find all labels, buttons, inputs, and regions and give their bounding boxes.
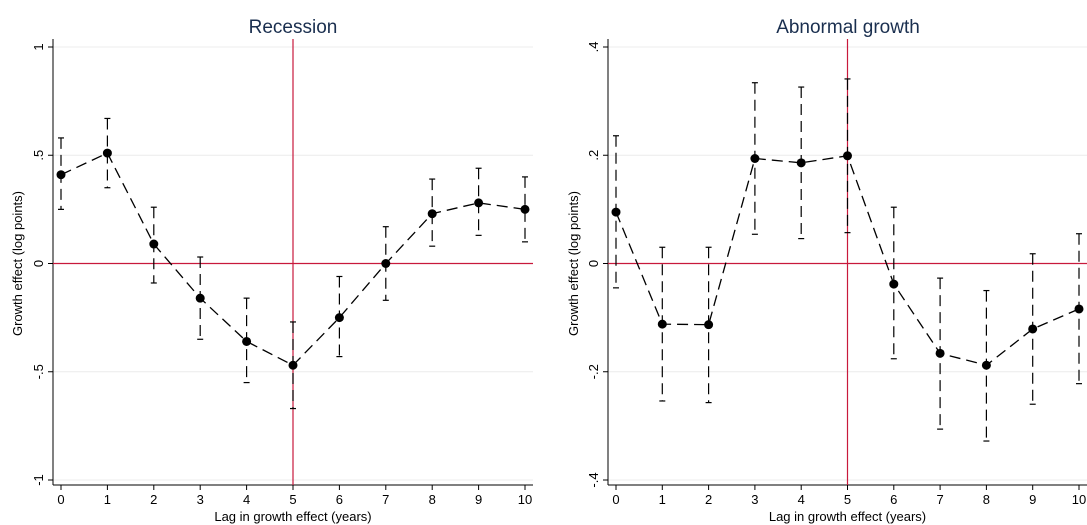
- x-tick-label: 1: [659, 492, 666, 507]
- y-tick-label: .5: [31, 150, 46, 161]
- y-tick-label: .4: [586, 42, 601, 53]
- x-tick-label: 10: [518, 492, 532, 507]
- x-tick-label: 8: [983, 492, 990, 507]
- y-tick-label: 0: [31, 260, 46, 267]
- data-point: [750, 153, 760, 163]
- data-point: [657, 319, 667, 329]
- data-point: [427, 209, 437, 219]
- x-tick-label: 5: [844, 492, 851, 507]
- data-point: [242, 336, 252, 346]
- x-tick-label: 5: [289, 492, 296, 507]
- x-tick-label: 6: [890, 492, 897, 507]
- x-tick-label: 9: [1029, 492, 1036, 507]
- y-tick-label: -.4: [586, 472, 601, 487]
- x-tick-label: 0: [57, 492, 64, 507]
- y-tick-label: -.2: [586, 364, 601, 379]
- x-tick-label: 4: [798, 492, 805, 507]
- data-point: [520, 204, 530, 214]
- data-point: [1074, 304, 1084, 314]
- y-axis-label: Growth effect (log points): [10, 191, 25, 336]
- data-point: [611, 207, 621, 217]
- x-tick-label: 7: [382, 492, 389, 507]
- x-axis-label: Lag in growth effect (years): [769, 509, 926, 524]
- data-point: [704, 320, 714, 330]
- x-tick-label: 3: [751, 492, 758, 507]
- data-point: [1028, 324, 1038, 334]
- data-point: [288, 360, 298, 370]
- data-point: [149, 239, 159, 249]
- data-point: [56, 170, 66, 180]
- data-point: [889, 279, 899, 289]
- data-point: [843, 151, 852, 161]
- x-tick-label: 4: [243, 492, 250, 507]
- x-tick-label: 2: [705, 492, 712, 507]
- data-point: [474, 198, 484, 208]
- chart-title: Abnormal growth: [776, 17, 920, 38]
- y-tick-label: -1: [31, 474, 46, 486]
- x-tick-label: 10: [1072, 492, 1086, 507]
- data-point: [195, 293, 205, 303]
- data-point: [334, 313, 344, 323]
- y-tick-label: -.5: [31, 364, 46, 379]
- x-tick-label: 3: [197, 492, 204, 507]
- y-tick-label: .2: [586, 150, 601, 161]
- y-axis-label: Growth effect (log points): [566, 191, 581, 336]
- x-tick-label: 6: [336, 492, 343, 507]
- chart-title: Recession: [249, 17, 338, 38]
- chart-panel-2: -.4 -.2 0 .2 .4 0 1 2 3 4 5 6 7 8 9 10 Abnormal growth La…: [566, 17, 1087, 524]
- x-tick-label: 8: [429, 492, 436, 507]
- data-point: [935, 348, 945, 358]
- data-point: [981, 360, 991, 370]
- y-tick-label: 1: [31, 43, 46, 50]
- data-point: [381, 259, 391, 268]
- x-tick-label: 7: [936, 492, 943, 507]
- data-point: [102, 148, 112, 158]
- x-tick-label: 1: [104, 492, 111, 507]
- data-point: [796, 158, 806, 168]
- x-tick-label: 0: [612, 492, 619, 507]
- x-tick-label: 9: [475, 492, 482, 507]
- x-axis-label: Lag in growth effect (years): [214, 509, 371, 524]
- y-tick-label: 0: [586, 260, 601, 267]
- x-tick-label: 2: [150, 492, 157, 507]
